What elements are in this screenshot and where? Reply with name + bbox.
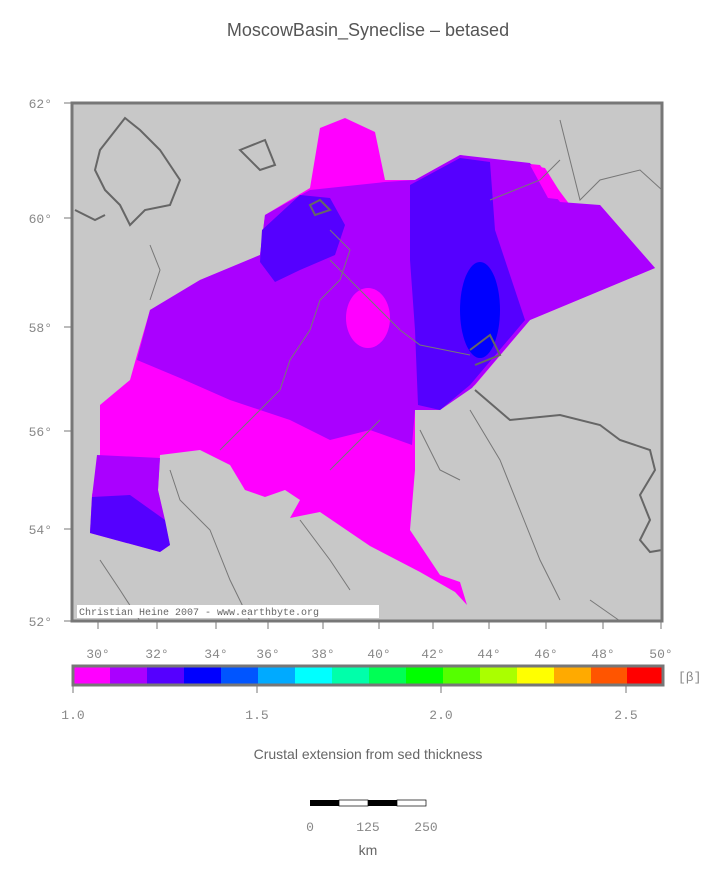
lon-tick-label: 36° xyxy=(256,647,279,662)
colorbar-caption: Crustal extension from sed thickness xyxy=(254,746,483,762)
swatch xyxy=(147,666,184,685)
colorbar-tick-label: 2.5 xyxy=(614,708,637,723)
colorbar-tick-label: 1.0 xyxy=(61,708,84,723)
map: Christian Heine 2007 - www.earthbyte.org xyxy=(70,101,664,623)
credit-box xyxy=(77,605,379,618)
colorbar-unit: [β] xyxy=(678,670,701,685)
lon-tick-label: 32° xyxy=(145,647,168,662)
coastline xyxy=(74,116,663,554)
swatch xyxy=(110,666,147,685)
scale-segment xyxy=(338,799,369,807)
beta-field xyxy=(530,165,565,200)
beta-field xyxy=(92,455,165,520)
lat-tick-label: 60° xyxy=(29,212,52,227)
colorbar-tick-label: 1.5 xyxy=(245,708,268,723)
swatch xyxy=(480,666,517,685)
scale-unit: km xyxy=(359,842,378,858)
colorbar: [β] Crustal extension from sed thickness xyxy=(71,664,701,762)
swatch xyxy=(517,666,554,685)
lon-tick-label: 46° xyxy=(534,647,557,662)
lon-tick-label: 40° xyxy=(367,647,390,662)
lon-tick-label: 50° xyxy=(649,647,672,662)
lat-tick-label: 52° xyxy=(29,615,52,630)
credit: Christian Heine 2007 - www.earthbyte.org xyxy=(79,607,319,619)
lat-tick-label: 56° xyxy=(29,425,52,440)
lat-tick-label: 62° xyxy=(29,97,52,112)
swatch xyxy=(369,666,406,685)
swatch xyxy=(627,666,663,685)
lat-tick-label: 58° xyxy=(29,321,52,336)
map-frame xyxy=(70,101,664,623)
lat-tick-label: 54° xyxy=(29,523,52,538)
swatch xyxy=(184,666,221,685)
swatch xyxy=(295,666,332,685)
scale-bar: km xyxy=(310,799,427,858)
swatch xyxy=(443,666,480,685)
scale-tick-label: 0 xyxy=(306,820,314,835)
lon-tick-label: 48° xyxy=(591,647,614,662)
lon-tick-label: 34° xyxy=(204,647,227,662)
colorbar-tick-label: 2.0 xyxy=(429,708,452,723)
lon-tick-label: 38° xyxy=(311,647,334,662)
swatch xyxy=(73,666,110,685)
lon-tick-label: 42° xyxy=(421,647,444,662)
title: MoscowBasin_Syneclise – betased xyxy=(227,20,509,41)
lon-tick-label: 44° xyxy=(477,647,500,662)
swatch xyxy=(221,666,258,685)
swatch xyxy=(591,666,627,685)
scale-segment xyxy=(368,800,397,806)
river xyxy=(99,119,663,622)
colorbar-frame xyxy=(71,664,665,687)
swatch xyxy=(332,666,369,685)
scale-tick-label: 250 xyxy=(414,820,437,835)
beta-field xyxy=(90,495,170,552)
beta-field xyxy=(346,288,390,348)
scale-tick-label: 125 xyxy=(356,820,379,835)
swatch xyxy=(406,666,443,685)
swatch xyxy=(554,666,591,685)
scale-segment xyxy=(396,799,427,807)
scale-segment xyxy=(310,800,339,806)
beta-field xyxy=(260,195,345,282)
swatch xyxy=(258,666,295,685)
lon-tick-label: 30° xyxy=(86,647,109,662)
